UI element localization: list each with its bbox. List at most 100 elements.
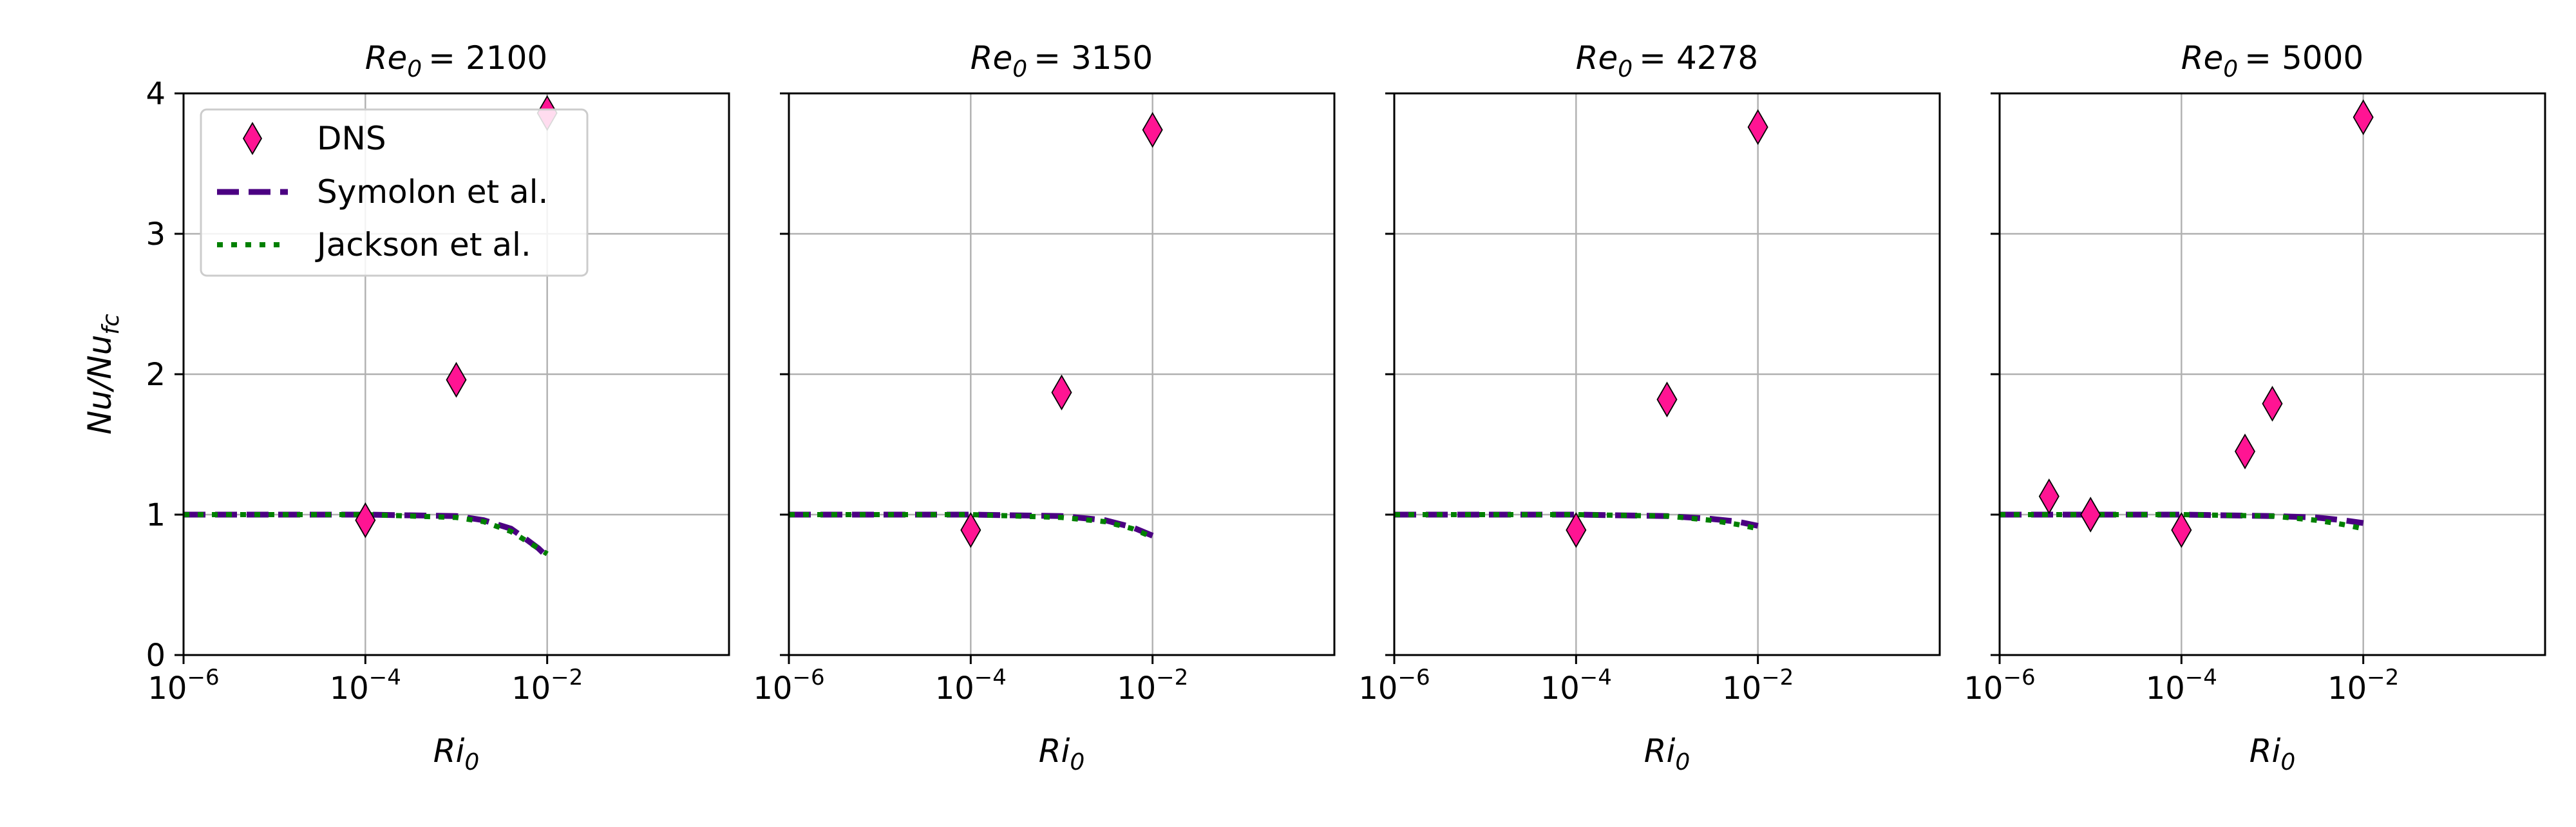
x-tick-label-1: 10−4 — [1540, 665, 1612, 707]
panel-title-value: = 2100 — [422, 39, 547, 77]
y-axis-title: Nu/Nufc — [81, 314, 124, 435]
panel-title: Re0 = 3150 — [971, 39, 1153, 82]
panel-title-sub: 0 — [2223, 56, 2238, 82]
x-tick-label-0: 10−6 — [753, 665, 824, 707]
legend-label-0: DNS — [317, 120, 386, 157]
dns-point-0 — [960, 512, 981, 548]
x-tick-label-0: 10−6 — [1358, 665, 1430, 707]
x-axis-title: Ri0 — [1644, 732, 1690, 775]
dns-point-2 — [1142, 111, 1163, 148]
panel-title-sub: 0 — [407, 56, 422, 82]
series-line-dashed-1 — [1394, 511, 1759, 529]
x-tick-label-2: 10−2 — [511, 665, 583, 707]
x-tick-exp: −6 — [2003, 665, 2035, 690]
y-tick-label-1: 1 — [146, 497, 166, 533]
dns-point-2 — [2171, 512, 2192, 548]
series-line-dashed-1 — [2000, 511, 2364, 526]
x-axis-title: Ri0 — [2249, 732, 2296, 775]
series-line-dotted-2 — [184, 512, 549, 556]
panel-title-prefix: Re — [1576, 39, 1618, 77]
x-axis-title-main: Ri — [1644, 732, 1676, 770]
y-tick-label-0: 0 — [146, 638, 166, 674]
x-axis-title-sub: 0 — [1070, 749, 1084, 775]
x-tick-base: 10 — [2146, 670, 2185, 707]
x-tick-base: 10 — [1540, 670, 1580, 707]
x-tick-exp: −6 — [187, 665, 219, 690]
dns-point-0 — [355, 502, 376, 538]
panel-title-value: = 3150 — [1027, 39, 1153, 77]
x-tick-exp: −2 — [1156, 665, 1188, 690]
x-tick-label-0: 10−6 — [147, 665, 219, 707]
x-tick-exp: −4 — [369, 665, 401, 690]
dns-point-0 — [1566, 512, 1587, 548]
series-line-dashed-1 — [789, 511, 1154, 538]
x-tick-base: 10 — [935, 670, 974, 707]
y-axis-title-main: Nu/Nu — [81, 335, 118, 435]
panel-title-sub: 0 — [1012, 56, 1027, 82]
x-tick-label-2: 10−2 — [1117, 665, 1188, 707]
x-axis-title-sub: 0 — [1675, 749, 1690, 775]
x-tick-exp: −6 — [792, 665, 824, 690]
x-tick-exp: −2 — [1761, 665, 1794, 690]
dns-point-5 — [2353, 99, 2374, 135]
x-tick-exp: −4 — [2185, 665, 2217, 690]
legend-label-2: Jackson et al. — [315, 226, 531, 263]
panel-title-value: = 4278 — [1633, 39, 1758, 77]
panel-title: Re0 = 4278 — [1576, 39, 1758, 82]
x-tick-label-2: 10−2 — [2327, 665, 2399, 707]
x-tick-exp: −2 — [551, 665, 583, 690]
x-tick-base: 10 — [1117, 670, 1156, 707]
x-axis-title-main: Ri — [1039, 732, 1070, 770]
panel-title-prefix: Re — [971, 39, 1013, 77]
x-tick-base: 10 — [330, 670, 369, 707]
panel-title-prefix: Re — [2181, 39, 2224, 77]
x-tick-base: 10 — [1358, 670, 1397, 707]
x-axis-title-sub: 0 — [2280, 749, 2295, 775]
y-tick-label-2: 2 — [146, 357, 166, 393]
x-tick-label-1: 10−4 — [935, 665, 1007, 707]
legend-label-1: Symolon et al. — [317, 173, 548, 211]
x-axis-title-main: Ri — [433, 732, 465, 770]
panel-title-sub: 0 — [1618, 56, 1633, 82]
x-tick-label-1: 10−4 — [2146, 665, 2217, 707]
dns-point-3 — [2234, 433, 2256, 470]
dns-point-1 — [446, 361, 467, 398]
x-tick-label-2: 10−2 — [1722, 665, 1794, 707]
x-tick-label-1: 10−4 — [330, 665, 401, 707]
legend: DNS Symolon et al. Jackson et al. — [200, 108, 589, 277]
x-tick-base: 10 — [147, 670, 187, 707]
x-tick-base: 10 — [1722, 670, 1761, 707]
panel-title-prefix: Re — [365, 39, 408, 77]
panel-title: Re0 = 5000 — [2181, 39, 2363, 82]
dns-point-0 — [2038, 478, 2060, 515]
dns-point-1 — [1656, 381, 1678, 418]
x-tick-exp: −4 — [974, 665, 1007, 690]
y-axis-title-sub: fc — [98, 314, 124, 335]
y-tick-label-3: 3 — [146, 216, 166, 252]
panel-title: Re0 = 2100 — [365, 39, 547, 82]
x-axis-title-main: Ri — [2249, 732, 2281, 770]
x-tick-exp: −4 — [1580, 665, 1612, 690]
x-tick-base: 10 — [511, 670, 551, 707]
x-tick-label-0: 10−6 — [1964, 665, 2035, 707]
dns-point-1 — [1051, 374, 1072, 411]
y-tick-label-4: 4 — [146, 76, 166, 112]
legend-marker-dns — [242, 122, 263, 155]
dns-point-4 — [2262, 385, 2283, 422]
legend-box — [200, 108, 589, 277]
panel-title-value: = 5000 — [2238, 39, 2363, 77]
x-tick-exp: −2 — [2367, 665, 2399, 690]
x-axis-title: Ri0 — [1039, 732, 1085, 775]
x-tick-base: 10 — [2327, 670, 2367, 707]
dns-point-1 — [2080, 497, 2101, 533]
x-tick-exp: −6 — [1397, 665, 1430, 690]
x-axis-title-sub: 0 — [464, 749, 479, 775]
dns-point-2 — [1747, 109, 1768, 146]
x-axis-title: Ri0 — [433, 732, 480, 775]
